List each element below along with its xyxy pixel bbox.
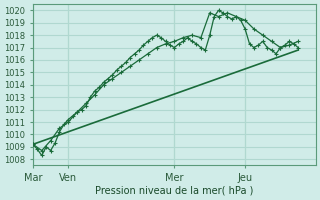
X-axis label: Pression niveau de la mer( hPa ): Pression niveau de la mer( hPa ) (95, 186, 253, 196)
